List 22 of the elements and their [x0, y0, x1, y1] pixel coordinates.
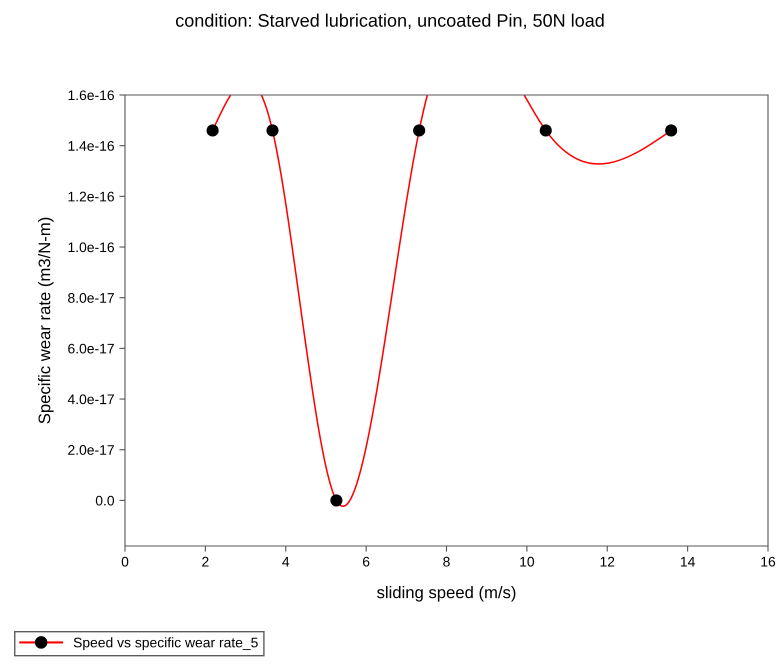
chart-title: condition: Starved lubrication, uncoated Pin, 50N load: [176, 14, 604, 29]
y-tick-label: 6.0e-17: [68, 344, 114, 354]
y-tick-label: 0.0: [96, 496, 114, 506]
x-tick-label: 6: [362, 556, 370, 567]
y-tick-label: 8.0e-17: [68, 293, 114, 303]
legend-label: Speed vs specific wear rate_5: [74, 637, 258, 650]
x-tick-label: 10: [520, 556, 534, 567]
x-tick-label: 2: [202, 556, 209, 566]
x-tick-label: 0: [122, 556, 128, 567]
y-tick-label: 1.6e-16: [68, 90, 114, 100]
x-tick-label: 14: [680, 556, 695, 566]
x-tick-label: 12: [600, 556, 614, 566]
y-tick-label: 4.0e-17: [68, 394, 114, 404]
x-tick-label: 16: [761, 556, 776, 567]
x-tick-label: 4: [282, 556, 290, 566]
y-tick-label: 1.4e-16: [68, 141, 114, 151]
x-axis-title: sliding speed (m/s): [377, 586, 516, 602]
x-tick-label: 8: [443, 556, 450, 567]
y-tick-label: 2.0e-17: [68, 445, 114, 455]
y-axis-title: Specific wear rate (m3/N-m): [38, 218, 54, 424]
y-tick-label: 1.0e-16: [68, 242, 114, 252]
y-tick-label: 1.2e-16: [68, 192, 114, 202]
